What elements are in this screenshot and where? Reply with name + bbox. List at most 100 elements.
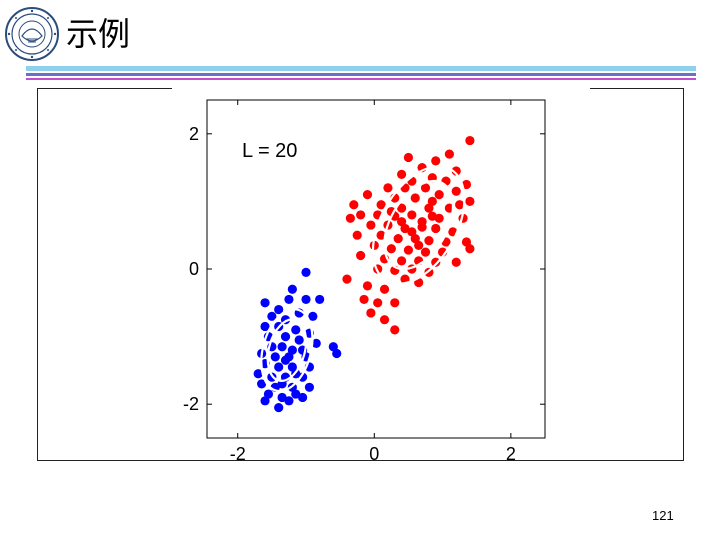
data-point [465, 244, 475, 254]
data-point [465, 135, 475, 146]
data-point [280, 332, 291, 342]
data-point [403, 245, 414, 255]
data-point [451, 257, 461, 267]
data-point [359, 294, 369, 305]
data-point [304, 382, 315, 392]
data-point [284, 396, 294, 406]
data-point [294, 335, 304, 345]
data-point [390, 325, 400, 335]
data-point [291, 389, 301, 399]
data-point [431, 257, 441, 267]
header-rule-bottom [26, 78, 696, 80]
data-point [267, 311, 277, 321]
data-point [400, 274, 410, 284]
data-point [345, 213, 355, 223]
data-point [393, 233, 403, 244]
data-point [257, 379, 267, 389]
data-point [270, 352, 280, 362]
data-point [410, 193, 420, 203]
y-tick-label: 2 [189, 124, 199, 144]
data-point [297, 372, 308, 382]
header-rule-top [26, 66, 696, 71]
tick-layer: -2 0 2 2 0 -2 [183, 100, 545, 464]
data-point [366, 308, 376, 318]
slide-title: 示例 [66, 15, 131, 53]
data-point [465, 196, 475, 206]
covariance-ellipse [383, 179, 455, 271]
data-point [420, 183, 431, 193]
data-point [414, 240, 424, 250]
data-point [455, 200, 465, 210]
data-point [253, 369, 263, 379]
data-point [356, 250, 366, 261]
data-point [301, 267, 311, 277]
data-point [386, 244, 396, 254]
university-seal-icon [4, 6, 60, 62]
covariance-ellipse [260, 308, 314, 393]
data-point [280, 355, 291, 365]
x-tick-label: 0 [369, 444, 379, 464]
covariance-ellipse [371, 165, 466, 285]
data-point [434, 190, 444, 200]
data-point [444, 149, 455, 159]
covariance-ellipse [266, 318, 308, 382]
data-point [407, 227, 417, 237]
data-point [260, 298, 270, 308]
data-point [356, 210, 366, 220]
data-point [390, 298, 400, 308]
figure-frame-gap [172, 86, 590, 92]
header-rule-middle [26, 73, 696, 76]
data-point [332, 348, 342, 359]
data-point [342, 274, 352, 284]
points-layer [253, 135, 475, 413]
data-point [397, 217, 407, 227]
data-point [397, 256, 407, 266]
y-tick-label: -2 [183, 394, 199, 414]
data-point [376, 200, 386, 210]
data-point [379, 315, 390, 325]
data-point [397, 169, 407, 179]
data-point [277, 392, 287, 403]
page-number: 121 [652, 508, 674, 523]
data-point [362, 281, 373, 291]
data-point [297, 392, 308, 403]
data-point [424, 236, 434, 246]
data-point [397, 203, 407, 213]
data-point [403, 152, 414, 163]
data-point [291, 325, 301, 335]
data-point [274, 402, 284, 413]
data-point [308, 311, 318, 321]
data-point [383, 183, 393, 193]
ellipse-layer [260, 165, 466, 393]
data-point [417, 217, 427, 227]
data-point [434, 213, 444, 223]
data-point [301, 294, 311, 305]
data-point [287, 284, 297, 294]
data-point [277, 342, 287, 352]
data-point [349, 200, 359, 210]
data-point [362, 190, 373, 200]
data-point [366, 220, 376, 230]
data-point [284, 294, 294, 305]
data-point [431, 156, 441, 166]
data-point [427, 196, 437, 206]
data-point [260, 396, 270, 406]
data-point [379, 284, 390, 294]
data-point [315, 294, 325, 305]
data-point [451, 166, 461, 176]
data-point [260, 321, 270, 332]
x-tick-label: -2 [230, 444, 246, 464]
data-point [461, 179, 472, 190]
data-point [274, 362, 284, 372]
data-point [420, 247, 431, 257]
data-point [311, 338, 321, 348]
x-tick-label: 2 [506, 444, 516, 464]
data-point [431, 223, 441, 234]
data-point [376, 230, 386, 240]
plot-annotation: L = 20 [242, 140, 297, 162]
data-point [407, 210, 417, 220]
data-point [274, 304, 284, 315]
data-point [373, 298, 383, 308]
data-point [352, 230, 362, 240]
